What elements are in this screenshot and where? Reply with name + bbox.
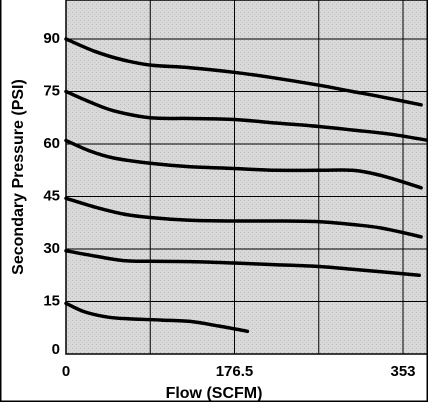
x-tick-label: 353 — [390, 363, 415, 380]
series-line-4 — [64, 249, 421, 278]
y-tick-label: 15 — [43, 292, 60, 309]
series-line-2 — [64, 138, 423, 190]
y-tick-label: 30 — [43, 240, 60, 257]
y-tick-label: 90 — [43, 30, 60, 47]
y-axis-title: Secondary Pressure (PSI) — [10, 79, 27, 275]
series-line-1 — [64, 89, 428, 143]
series-line-0 — [64, 37, 423, 107]
y-tick-label: 60 — [43, 135, 60, 152]
series-line-5 — [64, 301, 250, 334]
y-tick-label: 0 — [52, 341, 60, 358]
gridlines — [65, 0, 428, 355]
series-line-3 — [64, 196, 423, 239]
x-tick-labels: 0 176.5 353 — [62, 363, 416, 380]
x-tick-label: 176.5 — [216, 363, 254, 380]
y-tick-labels: 0 15 30 45 60 75 90 — [43, 30, 60, 358]
y-tick-label: 75 — [43, 82, 60, 99]
series-lines — [64, 37, 428, 334]
x-tick-label: 0 — [62, 363, 70, 380]
plot-area — [65, 0, 428, 355]
x-axis-title: Flow (SCFM) — [166, 385, 263, 402]
y-tick-label: 45 — [43, 187, 60, 204]
